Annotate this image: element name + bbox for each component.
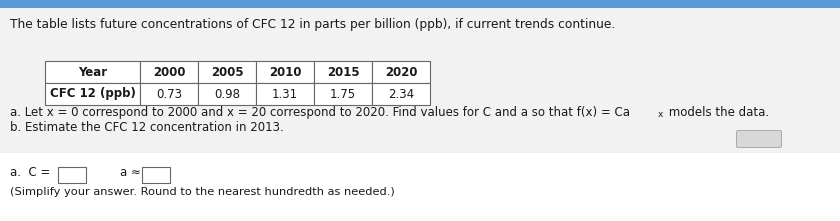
Bar xyxy=(256,83,314,105)
Bar xyxy=(140,83,198,105)
Bar xyxy=(0,0,840,8)
Bar xyxy=(58,167,86,183)
Text: ...: ... xyxy=(753,134,765,144)
Text: models the data.: models the data. xyxy=(665,106,769,119)
Bar xyxy=(372,61,430,83)
Bar xyxy=(140,61,198,83)
Text: 0.73: 0.73 xyxy=(156,88,182,101)
Text: Year: Year xyxy=(78,65,107,78)
Bar xyxy=(198,83,256,105)
Bar xyxy=(45,83,140,105)
Text: x: x xyxy=(658,110,664,119)
Bar xyxy=(45,61,140,83)
Bar xyxy=(256,61,314,83)
Text: CFC 12 (ppb): CFC 12 (ppb) xyxy=(50,88,135,101)
Text: 2000: 2000 xyxy=(153,65,186,78)
Text: 1.31: 1.31 xyxy=(272,88,298,101)
Bar xyxy=(314,83,372,105)
Bar xyxy=(142,167,170,183)
Text: 2015: 2015 xyxy=(327,65,360,78)
Text: a.  C =: a. C = xyxy=(10,166,50,179)
Text: 2020: 2020 xyxy=(385,65,417,78)
FancyBboxPatch shape xyxy=(737,130,781,147)
Bar xyxy=(314,61,372,83)
Text: 2.34: 2.34 xyxy=(388,88,414,101)
Bar xyxy=(372,83,430,105)
Text: a ≈: a ≈ xyxy=(120,166,141,179)
Text: The table lists future concentrations of CFC 12 in parts per billion (ppb), if c: The table lists future concentrations of… xyxy=(10,18,615,31)
Text: 2005: 2005 xyxy=(211,65,244,78)
Text: a. Let x = 0 correspond to 2000 and x = 20 correspond to 2020. Find values for C: a. Let x = 0 correspond to 2000 and x = … xyxy=(10,106,630,119)
Text: 2010: 2010 xyxy=(269,65,302,78)
Text: b. Estimate the CFC 12 concentration in 2013.: b. Estimate the CFC 12 concentration in … xyxy=(10,121,284,134)
Text: 0.98: 0.98 xyxy=(214,88,240,101)
Bar xyxy=(0,153,840,221)
Text: (Simplify your answer. Round to the nearest hundredth as needed.): (Simplify your answer. Round to the near… xyxy=(10,187,395,197)
Bar xyxy=(198,61,256,83)
Text: 1.75: 1.75 xyxy=(330,88,356,101)
